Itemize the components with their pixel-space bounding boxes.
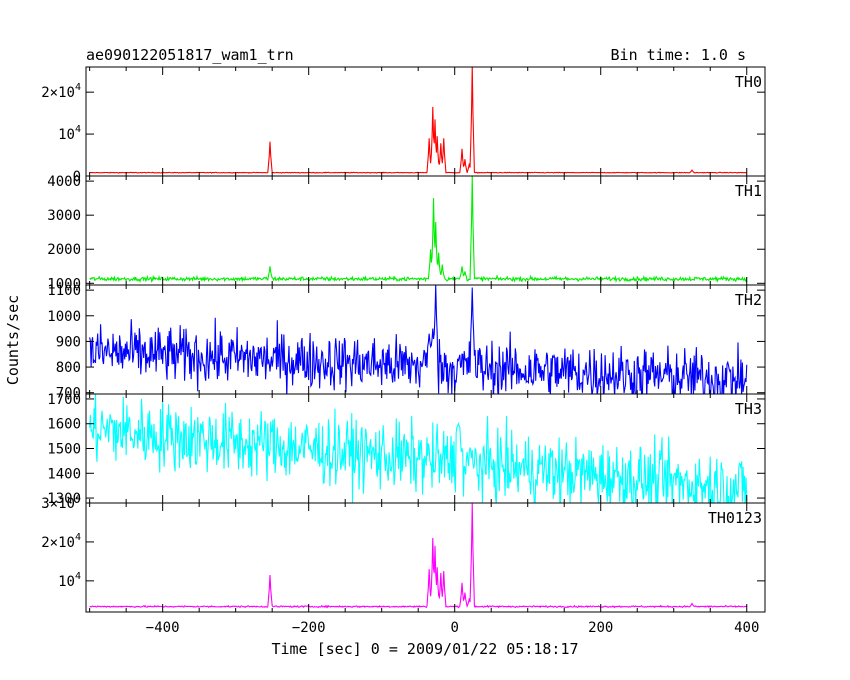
y-tick-base: 2×10 — [41, 535, 75, 551]
y-tick-label: 1300 — [47, 491, 81, 507]
panels-group: TH001042×104TH11000200030004000TH2700800… — [41, 66, 766, 636]
y-tick-base: 2×10 — [41, 85, 75, 101]
y-tick-base: 900 — [56, 334, 81, 350]
y-tick-exponent: 4 — [75, 124, 81, 135]
bin-time-label: Bin time: 1.0 s — [611, 46, 746, 64]
y-tick-label: 800 — [56, 360, 81, 376]
x-tick-label: 200 — [588, 620, 613, 636]
y-axis-title: Counts/sec — [4, 295, 22, 385]
y-tick-base: 1700 — [47, 392, 81, 408]
y-tick-base: 1500 — [47, 442, 81, 458]
y-tick-base: 2000 — [47, 242, 81, 258]
y-tick-label: 4000 — [47, 174, 81, 190]
y-tick-label: 1700 — [47, 392, 81, 408]
y-tick-label: 3×104 — [41, 493, 81, 512]
y-tick-label: 1100 — [47, 283, 81, 299]
y-tick-exponent: 4 — [75, 493, 81, 504]
y-tick-base: 1400 — [47, 466, 81, 482]
obs-id-label: ae090122051817_wam1_trn — [86, 46, 294, 64]
series-line-th1 — [89, 176, 748, 284]
y-tick-base: 3000 — [47, 208, 81, 224]
y-tick-base: 1000 — [47, 309, 81, 325]
x-tick-label: 0 — [450, 620, 458, 636]
y-tick-label: 700 — [56, 386, 81, 402]
panel-frame-th0123 — [85, 502, 766, 613]
y-tick-base: 700 — [56, 386, 81, 402]
series-line-th0123 — [89, 503, 748, 609]
y-tick-base: 1300 — [47, 491, 81, 507]
y-tick-base: 10 — [58, 127, 75, 143]
y-tick-base: 4000 — [47, 174, 81, 190]
series-line-th3 — [89, 394, 748, 503]
x-axis-title: Time [sec] 0 = 2009/01/22 05:18:17 — [271, 640, 578, 658]
panel-label-th0123: TH0123 — [708, 509, 762, 527]
y-tick-label: 104 — [58, 571, 81, 590]
y-tick-label: 1600 — [47, 417, 81, 433]
y-tick-label: 1500 — [47, 442, 81, 458]
y-tick-label: 1400 — [47, 466, 81, 482]
panel-label-th3: TH3 — [735, 400, 762, 418]
series-line-th0 — [89, 67, 747, 174]
y-tick-base: 1100 — [47, 283, 81, 299]
y-tick-label: 104 — [58, 124, 81, 143]
y-tick-label: 0 — [73, 169, 81, 185]
y-tick-label: 900 — [56, 334, 81, 350]
y-tick-exponent: 4 — [75, 82, 81, 93]
panel-label-th2: TH2 — [735, 291, 762, 309]
x-tick-label: 400 — [734, 620, 759, 636]
y-tick-label: 2×104 — [41, 82, 81, 101]
y-tick-base: 1000 — [47, 276, 81, 292]
panel-frame-th0 — [85, 66, 766, 177]
y-tick-label: 3000 — [47, 208, 81, 224]
x-tick-label: −200 — [292, 620, 326, 636]
y-tick-label: 2000 — [47, 242, 81, 258]
y-tick-label: 2×104 — [41, 532, 81, 551]
x-tick-label: −400 — [146, 620, 180, 636]
y-tick-base: 800 — [56, 360, 81, 376]
y-tick-label: 1000 — [47, 309, 81, 325]
panel-frame-th1 — [85, 175, 766, 286]
y-tick-base: 1600 — [47, 417, 81, 433]
y-tick-exponent: 4 — [75, 571, 81, 582]
series-line-th2 — [89, 285, 748, 394]
y-tick-base: 3×10 — [41, 496, 75, 512]
y-tick-label: 1000 — [47, 276, 81, 292]
panel-label-th0: TH0 — [735, 73, 762, 91]
y-tick-base: 0 — [73, 169, 81, 185]
y-tick-base: 10 — [58, 574, 75, 590]
panel-label-th1: TH1 — [735, 182, 762, 200]
y-tick-exponent: 4 — [75, 532, 81, 543]
